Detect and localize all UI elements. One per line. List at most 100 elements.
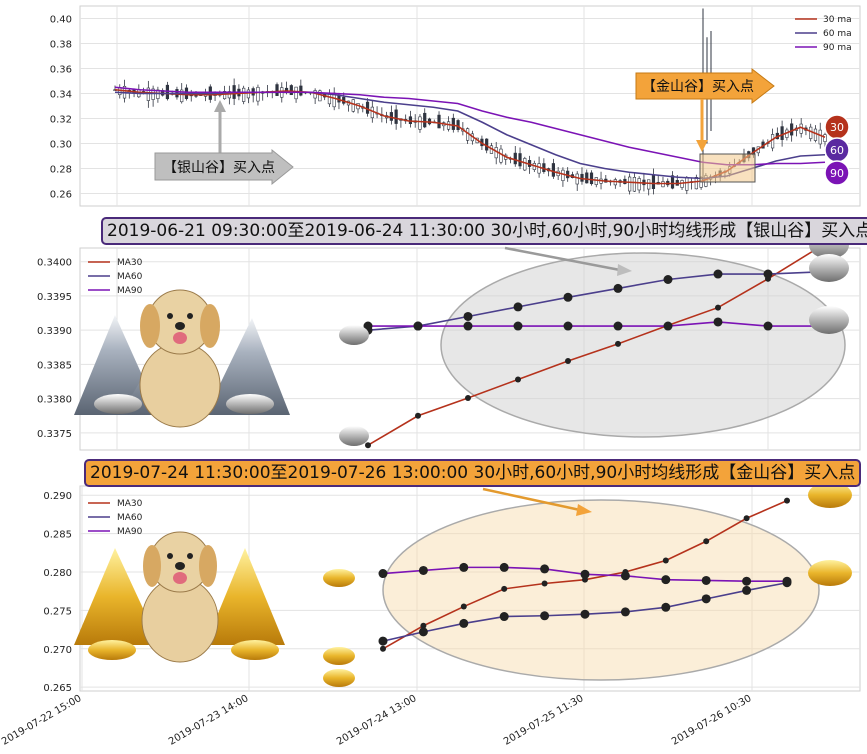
panel3-frame [79, 485, 861, 692]
gold-ingot-icons [323, 482, 852, 687]
panel2-ytick: 0.3395 [37, 292, 72, 303]
candle-body [589, 172, 594, 185]
candle-body [651, 174, 656, 189]
panel2-line-MA30 [367, 247, 819, 446]
candle-body [394, 109, 398, 124]
panel1-ytick: 0.26 [50, 190, 72, 201]
badge-90: 90 [830, 167, 844, 180]
panel3-point-MA60 [580, 609, 590, 619]
legend-ma90-b: MA90 [117, 527, 143, 537]
panel2-point-MA90 [463, 321, 473, 331]
legend-ma60-b: MA60 [117, 513, 143, 523]
panel3-legend: MA30 MA60 MA90 [88, 499, 143, 537]
panel3-point-MA60 [742, 585, 752, 595]
legend-90ma: 90 ma [823, 43, 852, 53]
panel2-point-MA30 [365, 442, 371, 449]
panel3-point-MA30 [380, 645, 386, 652]
panel2-point-MA90 [413, 321, 423, 331]
panel2-point-MA30 [515, 376, 521, 383]
gold-dog-illustration [74, 531, 285, 663]
gold-valley-callout: 【金山谷】买入点 [635, 67, 775, 152]
candle-body [551, 163, 555, 177]
panel2-point-MA60 [663, 274, 673, 284]
candle-body [408, 116, 413, 125]
candle-body [670, 175, 675, 189]
candle-body [780, 126, 784, 140]
candle-body [694, 177, 698, 190]
panel3-point-MA60 [620, 607, 630, 617]
panel2-point-MA30 [565, 357, 571, 364]
candle-body [628, 176, 632, 192]
panel3-xtick: 2019-07-22 15:00 [0, 693, 83, 748]
panel3-xticks: 2019-07-22 15:00 2019-07-23 14:00 2019-07-… [0, 693, 754, 748]
candle-body [575, 173, 579, 185]
panel3-point-MA30 [541, 580, 548, 587]
panel3-point-MA90 [782, 576, 792, 586]
legend-ma30: MA30 [117, 258, 143, 268]
candle-body [770, 134, 775, 149]
candle-body [222, 91, 227, 100]
candle-body [818, 129, 822, 145]
panel2-ma-lines [363, 245, 823, 449]
candle-body [456, 120, 460, 131]
panel1-legend: 30 ma 60 ma 90 ma [795, 15, 852, 53]
panel3-point-MA90 [580, 569, 590, 579]
panel3-ytick: 0.290 [43, 491, 72, 502]
candle-body [790, 123, 794, 136]
golden-valley-box [699, 153, 756, 183]
legend-60ma: 60 ma [823, 29, 852, 39]
panel1-ytick: 0.30 [50, 140, 72, 151]
candle-body [423, 112, 427, 128]
panel3-point-MA30 [703, 538, 710, 545]
panel1-yticks: 0.40 0.38 0.36 0.34 0.32 0.30 0.28 0.26 [50, 15, 72, 201]
candle-body [275, 84, 279, 96]
candle-body [823, 134, 827, 142]
panel2-point-MA60 [513, 302, 523, 312]
panel3-point-MA30 [784, 497, 790, 504]
panel3-point-MA60 [499, 612, 509, 622]
candle-body [513, 152, 517, 165]
panel2-line-MA60 [367, 271, 819, 331]
panel3-point-MA90 [701, 575, 711, 585]
candle-body [518, 153, 522, 167]
panel2-point-MA90 [563, 321, 573, 331]
panel3-ytick: 0.275 [43, 606, 72, 617]
panel3-point-MA90 [378, 569, 388, 579]
panel2-ytick: 0.3380 [37, 395, 72, 406]
panel2-point-MA90 [713, 317, 723, 327]
badge-30: 30 [830, 121, 844, 134]
panel3-xtick: 2019-07-23 14:00 [167, 693, 251, 748]
panel3-point-MA90 [742, 576, 752, 586]
candle-body [365, 101, 370, 114]
panel3-point-MA60 [701, 594, 711, 604]
panel3-xtick: 2019-07-26 10:30 [670, 693, 754, 748]
panel3-xtick: 2019-07-24 13:00 [335, 693, 419, 748]
panel2-point-MA90 [663, 321, 673, 331]
silver-valley-label: 【银山谷】买入点 [163, 160, 275, 176]
gold-valley-ellipse [382, 499, 820, 681]
candle-body [351, 99, 355, 112]
candle-body [585, 172, 589, 184]
panel1-ytick: 0.28 [50, 165, 72, 176]
candle-body [632, 177, 636, 192]
panel3-point-MA30 [743, 515, 750, 522]
candle-body [289, 85, 293, 96]
silver-valley-callout: 【银山谷】买入点 [154, 100, 294, 186]
legend-30ma: 30 ma [823, 15, 852, 25]
panel3-point-MA90 [499, 562, 509, 572]
panel3-ytick: 0.285 [43, 530, 72, 541]
panel1-ytick: 0.40 [50, 15, 72, 26]
ma-badges: 30 60 90 [824, 114, 850, 186]
panel2-point-MA30 [715, 304, 721, 311]
panel2-point-MA60 [713, 269, 723, 279]
panel2-ytick: 0.3390 [37, 326, 72, 337]
silver-valley-banner: 2019-06-21 09:30:00至2019-06-24 11:30:00 … [101, 217, 867, 245]
panel3-grid [80, 486, 860, 691]
candle-body [437, 114, 441, 129]
panel2-ytick: 0.3400 [37, 258, 72, 269]
candle-body [246, 89, 251, 99]
candle-body [809, 126, 813, 139]
panel3-point-MA90 [459, 562, 469, 572]
panel2-point-MA60 [613, 283, 623, 293]
